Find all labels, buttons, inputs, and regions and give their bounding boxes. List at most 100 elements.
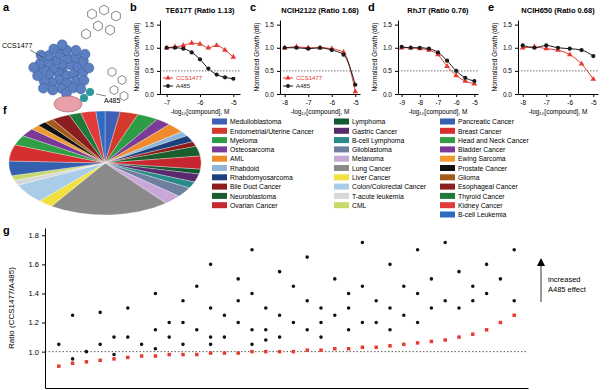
pie-slice [96,111,105,163]
tick-label: -7 [164,99,170,106]
tick: -8 [417,94,423,106]
tick-mark [42,264,45,265]
molecule-ring [120,92,128,101]
legend-label: Lymphoma [352,118,386,126]
data-point [264,306,268,310]
legend-entry: Lymphoma [334,118,386,126]
legend-label: Esophageal Cancer [458,183,518,191]
legend: MedulloblastomaEndometrial/Uterine Cance… [212,118,529,218]
data-point [164,44,170,49]
legend-entry: Medulloblastoma [212,118,282,125]
tick: 0.5 [383,67,398,74]
data-point [209,343,213,347]
tick-label: -5 [591,99,597,106]
tick-label: -6 [198,99,204,106]
tick-label: -6 [329,99,335,106]
protein-bead [76,84,86,94]
legend-label: Breast Cancer [458,128,502,135]
y-axis: 0.00.51.01.5 [265,21,281,98]
data-point [418,46,422,50]
data-point [399,44,405,49]
data-point [341,53,345,57]
tick: -7 [544,94,550,106]
data-point [236,277,240,281]
legend-swatch [212,193,227,199]
molecule-ring [112,11,121,21]
annotation-arrowhead [537,258,545,266]
data-point [333,277,337,281]
x-axis: -8-7-6-5 [281,94,361,106]
legend-entry: CCS1477 [163,75,203,81]
data-point [409,46,413,50]
data-point [209,351,212,354]
tick: 1.5 [265,21,280,28]
legend-marker [286,84,290,88]
annotation-text: increased [548,275,581,284]
series-line [285,48,356,85]
data-point [181,47,185,51]
data-point [417,45,423,50]
data-point [374,321,378,325]
legend-label: Ewing Sarcoma [458,155,506,163]
tick: 0.0 [503,91,518,98]
data-point [353,83,357,87]
legend-marker [165,75,170,80]
data-point [416,292,420,296]
data-point [416,248,420,252]
tick-mark [277,25,280,26]
data-point [512,314,515,317]
data-point [112,335,116,339]
data-point [445,59,449,63]
plot-marks [518,43,598,81]
annotation-arrow [541,262,542,302]
tick: 0.5 [265,67,280,74]
tick-mark [332,94,333,97]
tick: 1.5 [503,21,518,28]
tick-mark [277,71,280,72]
legend-label: B-cell Leukemia [458,211,507,218]
tick: 1.0 [383,44,398,51]
data-point [264,338,268,342]
tick-label: 0.0 [383,91,392,98]
y-axis-title: Ratio (CCS1477/A485) [7,267,16,349]
axis-line [46,388,529,389]
tick-label: -7 [306,99,312,106]
tick-label: 1.6 [29,260,39,269]
data-point [388,344,391,347]
data-point [181,321,185,325]
data-point [402,343,405,346]
chart-title: NCIH2122 (Ratio 1.68) [281,6,359,15]
tick: -6 [198,94,204,106]
legend-label: A485 [296,83,311,89]
data-point [430,306,434,310]
protein-bead [48,85,58,95]
tick: -6 [329,94,335,106]
series-line [402,47,475,81]
legend-swatch [440,128,455,134]
tick: -8 [520,94,526,106]
tick: 0.5 [503,67,518,74]
legend-label: Osteosarcoma [230,146,274,153]
x-axis [46,388,529,389]
y-axis: 1.01.21.41.61.8 [29,229,46,389]
data-point [98,343,102,347]
data-point [319,321,323,325]
data-point [282,44,288,49]
data-point [347,347,350,350]
y-axis-title: Normalized Growth (d6) [371,23,379,92]
legend-label: CCS1477 [296,75,323,81]
tick-label: 1.0 [29,348,39,357]
protein [29,40,94,99]
legend-entry: CCS1477 [283,75,323,81]
legend-label: Medulloblastoma [230,118,282,125]
legend-swatch [212,156,227,162]
legend-entry: B-cell Lymphoma [334,137,404,145]
panel-letter: c [250,1,256,13]
tick-mark [515,94,518,95]
data-point [556,46,560,50]
data-point [71,357,75,361]
tick-label: 1.5 [145,21,154,28]
data-point [400,45,404,49]
legend-entry: A485 [163,83,191,89]
panel-g: g1.01.21.41.61.8Ratio (CCS1477/A485)incr… [3,224,587,389]
